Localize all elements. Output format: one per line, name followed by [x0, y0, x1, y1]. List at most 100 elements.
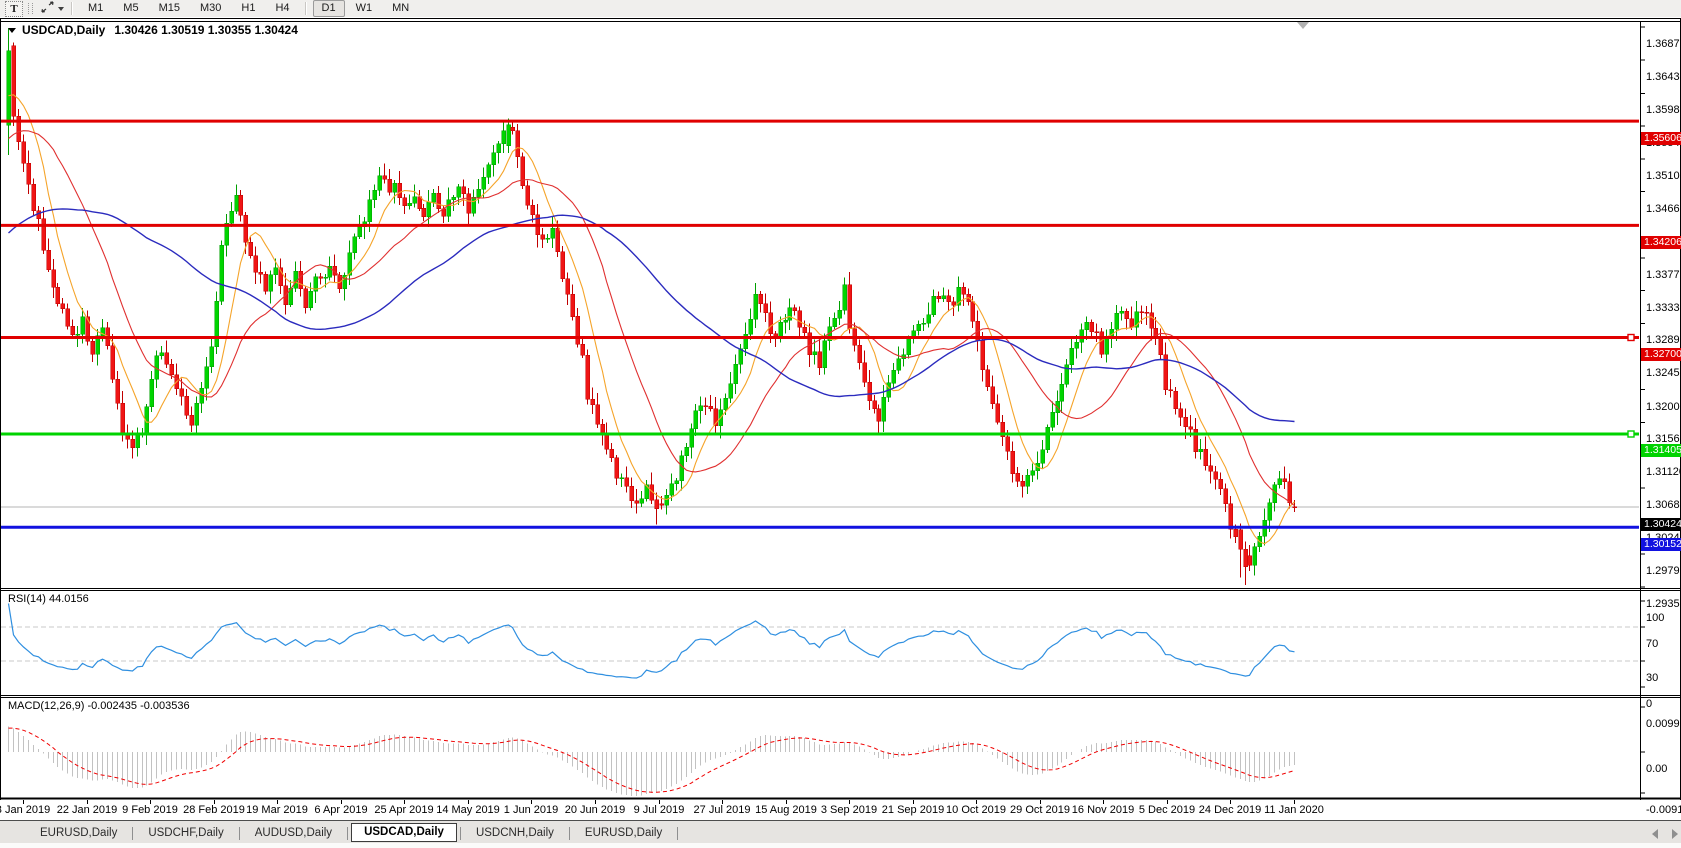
chart-svg[interactable]	[0, 17, 1681, 800]
date-tick-mark	[531, 800, 532, 804]
timeframe-button-m5[interactable]: M5	[123, 2, 139, 14]
price-tick-label: 1.34660	[1646, 202, 1681, 215]
tab-separator	[677, 827, 679, 840]
date-tick-label: 28 Feb 2019	[183, 804, 245, 816]
timeframe-button-mn[interactable]: MN	[392, 2, 410, 14]
toolbar: T M1 M5 M15 M30 H1 H4 D1 W1 MN	[0, 0, 1681, 17]
date-tick-label: 10 Oct 2019	[946, 804, 1006, 816]
macd-signal-line	[8, 727, 1295, 793]
price-tick-label: 1.36430	[1646, 70, 1681, 83]
tab-scroll-right-icon[interactable]	[1672, 829, 1678, 839]
date-tick-mark	[404, 800, 405, 804]
chart-tabs: EURUSD,Daily USDCHF,Daily AUDUSD,Daily USDC…	[28, 823, 681, 844]
macd-tick-label: 0.00	[1646, 762, 1668, 775]
rsi-tick-label: 0	[1646, 698, 1653, 710]
date-tick-mark	[1294, 800, 1295, 804]
hline-handle-icon[interactable]	[1627, 430, 1635, 438]
rsi-tick-label: 100	[1646, 612, 1665, 624]
text-label-tool-button[interactable]: T	[5, 0, 23, 17]
arrows-tool-button[interactable]	[40, 1, 64, 16]
price-tick-label: 1.31120	[1646, 466, 1681, 479]
price-tick-label: 1.29790	[1646, 565, 1681, 578]
date-tick-label: 27 Jul 2019	[693, 804, 751, 816]
date-tick-mark	[341, 800, 342, 804]
date-tick-label: 5 Dec 2019	[1138, 804, 1196, 816]
date-tick-mark	[659, 800, 660, 804]
chart-tab-eurusd-0[interactable]: EURUSD,Daily	[40, 827, 118, 839]
rsi-tick-label: 70	[1646, 637, 1659, 650]
date-tick-label: 9 Feb 2019	[122, 804, 178, 816]
date-tick-label: 25 Apr 2019	[374, 804, 434, 816]
timeframe-button-d1[interactable]: D1	[312, 0, 345, 17]
ma-fast-line	[8, 94, 1295, 545]
current-price-badge: 1.30424	[1641, 517, 1681, 531]
timeframe-button-m15[interactable]: M15	[158, 2, 180, 14]
price-tick-label: 1.32000	[1646, 400, 1681, 413]
date-tick-label: 29 Oct 2019	[1010, 804, 1070, 816]
date-tick-mark	[87, 800, 88, 804]
date-tick-label: 15 Aug 2019	[755, 804, 817, 816]
tab-separator	[238, 827, 240, 840]
hline-handle-icon[interactable]	[1627, 333, 1635, 342]
rsi-tick-label: 30	[1646, 672, 1659, 685]
date-tick-label: 20 Jun 2019	[564, 804, 626, 816]
hline-price-badge: 1.30152	[1641, 537, 1681, 551]
timeframe-button-h1[interactable]: H1	[241, 2, 256, 14]
hline-price-badge: 1.35606	[1641, 131, 1681, 145]
chart-title: USDCAD,Daily 1.30426 1.30519 1.30355 1.3…	[8, 23, 298, 37]
toolbar-separator	[304, 2, 307, 15]
date-tick-label: 1 Jun 2019	[503, 804, 559, 816]
price-tick-label: 1.32450	[1646, 367, 1681, 380]
ma-medium-line	[8, 130, 1295, 507]
timeframe-group: M1 M5 M15 M30 H1 H4	[78, 0, 300, 17]
timeframe-button-m1[interactable]: M1	[88, 2, 104, 14]
arrows-tool-icon	[40, 1, 55, 16]
chart-symbol-period: USDCAD,Daily	[22, 23, 106, 37]
date-tick-mark	[468, 800, 469, 804]
macd-indicator-label: MACD(12,26,9) -0.002435 -0.003536	[8, 700, 190, 712]
timeframe-button-w1[interactable]: W1	[355, 2, 373, 14]
chart-tab-audusd-2[interactable]: AUDUSD,Daily	[254, 827, 333, 839]
date-tick-mark	[976, 800, 977, 804]
rsi-indicator-label: RSI(14) 44.0156	[8, 593, 89, 605]
date-tick-mark	[1040, 800, 1041, 804]
ma-slow-line	[8, 208, 1295, 423]
chart-tab-usdchf-1[interactable]: USDCHF,Daily	[148, 827, 224, 839]
date-tick-label: 3 Sep 2019	[820, 804, 878, 816]
date-tick-label: 21 Sep 2019	[881, 804, 945, 816]
date-tick-mark	[722, 800, 723, 804]
chart-shift-marker-icon[interactable]	[1297, 22, 1309, 29]
chart-canvas[interactable]	[0, 17, 1681, 800]
hline-price-badge: 1.31405	[1641, 444, 1681, 458]
toolbar-separator	[71, 2, 73, 15]
date-tick-label: 3 Jan 2019	[0, 804, 51, 816]
date-tick-label: 19 Mar 2019	[246, 804, 308, 816]
price-tick-label: 1.29350	[1646, 597, 1681, 610]
chart-tab-eurusd-5[interactable]: EURUSD,Daily	[584, 827, 663, 839]
price-tick-label: 1.33330	[1646, 301, 1681, 314]
chart-tab-usdcad-3[interactable]: USDCAD,Daily	[351, 823, 457, 842]
tab-separator	[568, 827, 570, 840]
chevron-down-icon	[58, 6, 64, 11]
chart-tab-usdcnh-4[interactable]: USDCNH,Daily	[475, 827, 554, 839]
date-tick-mark	[150, 800, 151, 804]
macd-tick-label: 0.009975	[1646, 718, 1681, 731]
tab-scroll-left-icon[interactable]	[1652, 829, 1658, 839]
date-tick-label: 11 Jan 2020	[1264, 804, 1324, 816]
date-tick-mark	[1103, 800, 1104, 804]
date-tick-mark	[849, 800, 850, 804]
timeframe-button-m30[interactable]: M30	[199, 2, 222, 14]
date-tick-mark	[595, 800, 596, 804]
date-tick-mark	[786, 800, 787, 804]
timeframe-button-h4[interactable]: H4	[275, 2, 290, 14]
date-tick-label: 22 Jan 2019	[56, 804, 118, 816]
date-tick-label: 24 Dec 2019	[1198, 804, 1262, 816]
tab-separator	[459, 827, 461, 840]
date-tick-mark	[1230, 800, 1231, 804]
date-tick-label: 16 Nov 2019	[1071, 804, 1135, 816]
tab-separator	[132, 827, 134, 840]
macd-plot	[8, 726, 1295, 797]
collapse-triangle-icon[interactable]	[8, 27, 16, 33]
